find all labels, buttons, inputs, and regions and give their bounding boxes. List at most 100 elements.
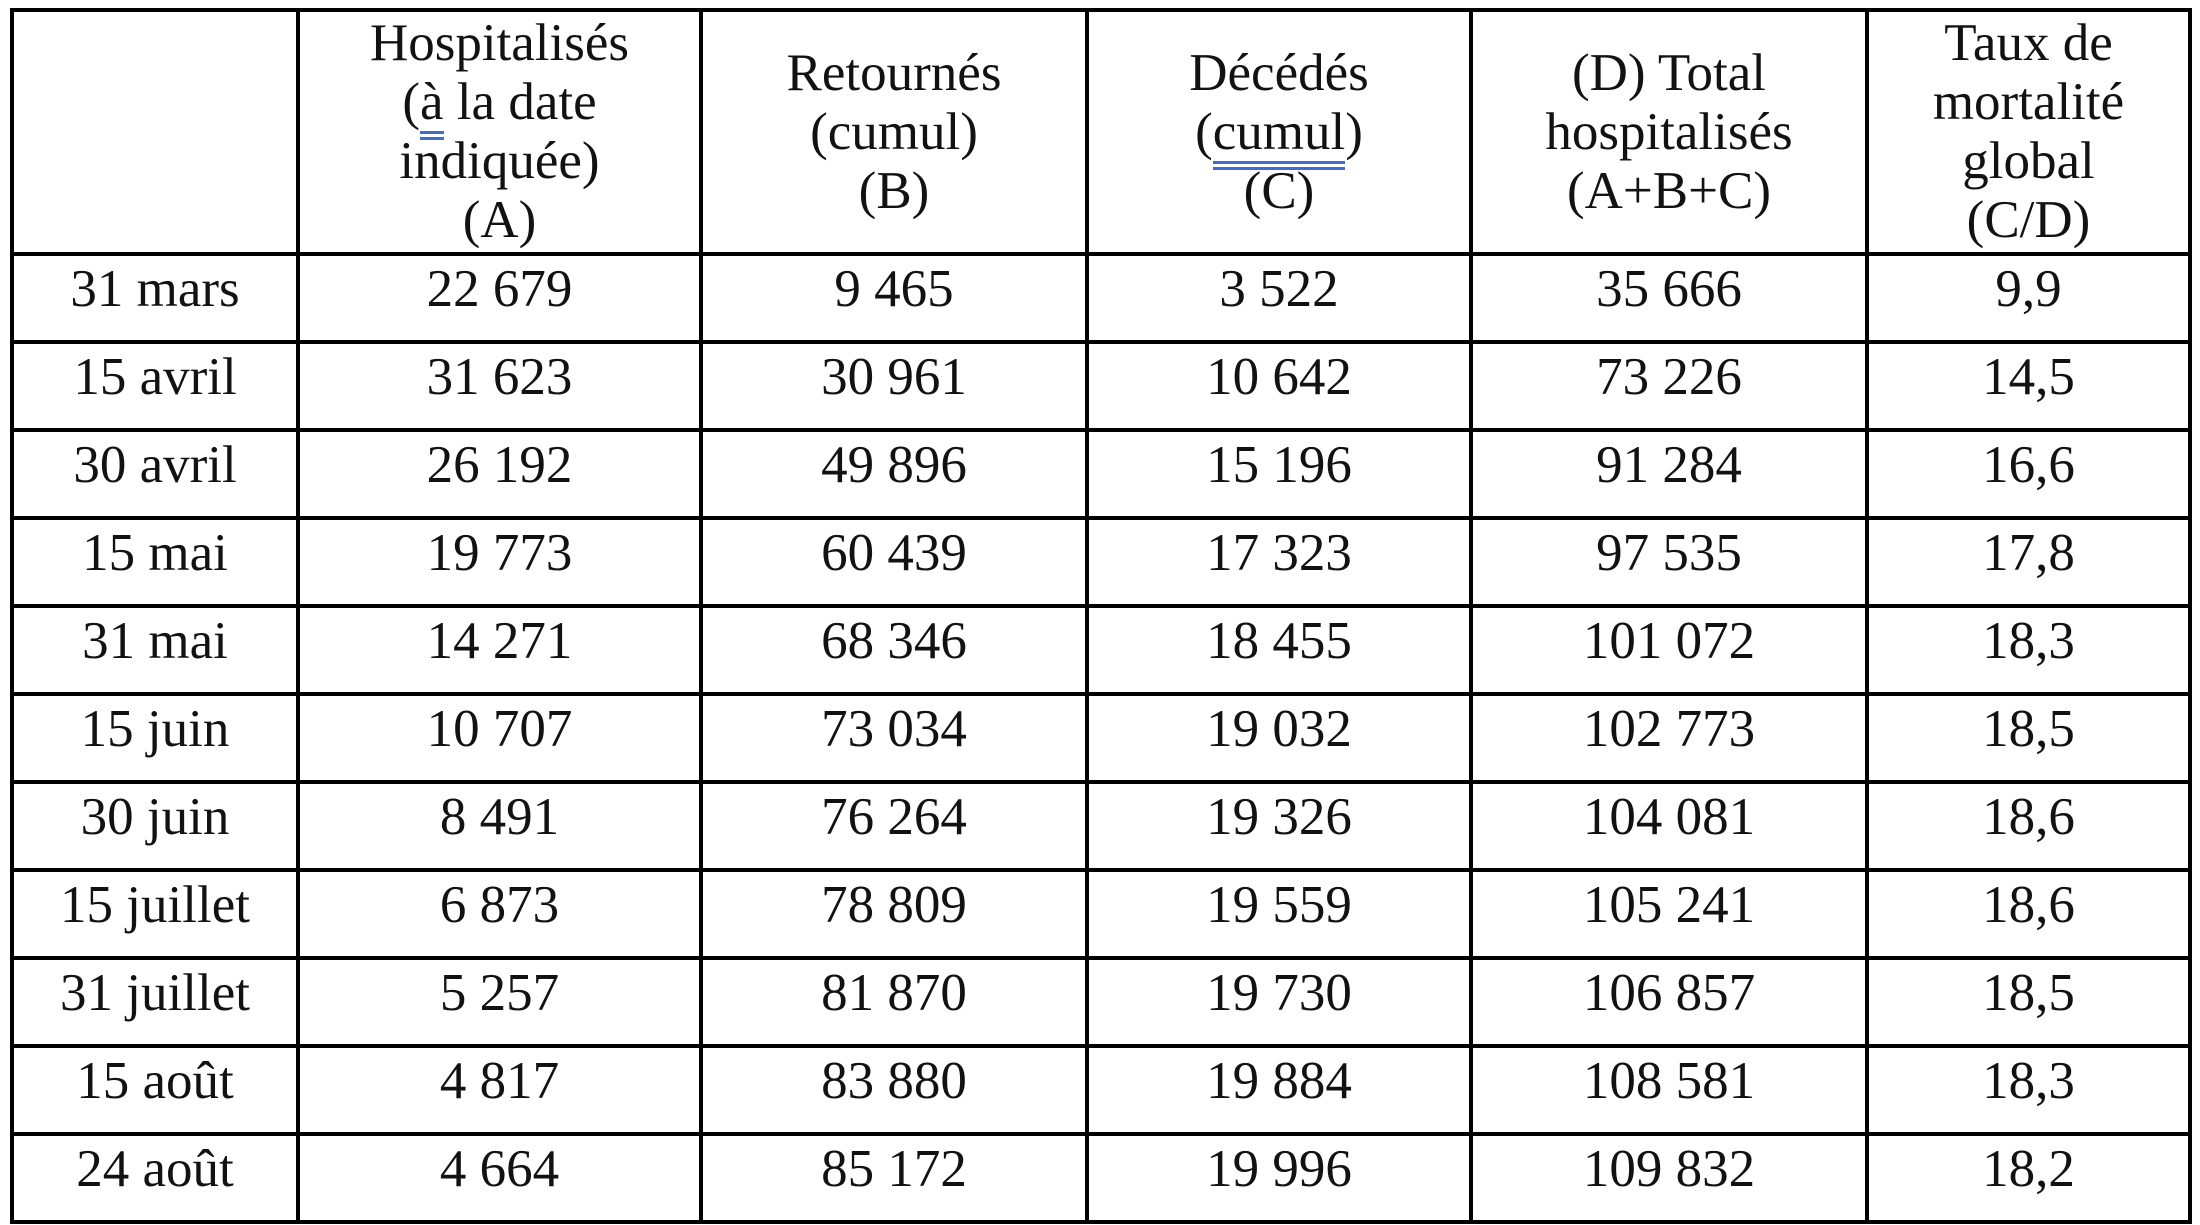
value-cell: 3 522 xyxy=(1085,252,1473,344)
value-cell: 6 873 xyxy=(296,868,703,960)
mortality-stats-table: Hospitalisés (à la date indiquée) (A) Retour… xyxy=(10,8,2192,1224)
header-line: hospitalisés xyxy=(1479,103,1859,162)
header-text: (A+B+C) xyxy=(1566,161,1772,220)
header-line: Décédés xyxy=(1095,44,1463,103)
column-header-decedes-c: Décédés (cumul) (C) xyxy=(1085,8,1473,256)
value-cell: 18,2 xyxy=(1865,1132,2192,1224)
value-cell: 18,5 xyxy=(1865,692,2192,784)
value-cell: 18,6 xyxy=(1865,780,2192,872)
header-text: mortalité xyxy=(1932,73,2125,131)
header-text: Hospitalisés xyxy=(369,14,630,72)
value-cell: 60 439 xyxy=(699,516,1089,608)
header-line: (D) Total xyxy=(1479,44,1859,103)
date-cell: 15 avril xyxy=(10,340,300,432)
value-cell: 108 581 xyxy=(1469,1044,1869,1136)
value-cell: 14,5 xyxy=(1865,340,2192,432)
date-cell: 15 mai xyxy=(10,516,300,608)
header-text: indiquée) xyxy=(399,132,600,190)
header-text: (cumul) xyxy=(810,102,978,161)
value-cell: 18,3 xyxy=(1865,1044,2192,1136)
value-cell: 14 271 xyxy=(296,604,703,696)
value-cell: 19 884 xyxy=(1085,1044,1473,1136)
table-row: 15 août 4 817 83 880 19 884 108 581 18,3 xyxy=(10,1044,2192,1136)
date-cell: 31 mars xyxy=(10,252,300,344)
value-cell: 15 196 xyxy=(1085,428,1473,520)
header-line: (A) xyxy=(306,191,693,250)
column-header-retournes-b: Retournés (cumul) (B) xyxy=(699,8,1089,256)
value-cell: 109 832 xyxy=(1469,1132,1869,1224)
value-cell: 26 192 xyxy=(296,428,703,520)
value-cell: 16,6 xyxy=(1865,428,2192,520)
value-cell: 18,5 xyxy=(1865,956,2192,1048)
table-row: 31 mai 14 271 68 346 18 455 101 072 18,3 xyxy=(10,604,2192,696)
value-cell: 18 455 xyxy=(1085,604,1473,696)
value-cell: 19 773 xyxy=(296,516,703,608)
table-row: 30 juin 8 491 76 264 19 326 104 081 18,6 xyxy=(10,780,2192,872)
value-cell: 101 072 xyxy=(1469,604,1869,696)
value-cell: 31 623 xyxy=(296,340,703,432)
table-head: Hospitalisés (à la date indiquée) (A) Retour… xyxy=(10,8,2192,256)
header-line: (A+B+C) xyxy=(1479,162,1859,221)
date-cell: 31 mai xyxy=(10,604,300,696)
value-cell: 19 326 xyxy=(1085,780,1473,872)
value-cell: 73 034 xyxy=(699,692,1089,784)
table-row: 30 avril 26 192 49 896 15 196 91 284 16,6 xyxy=(10,428,2192,520)
value-cell: 18,3 xyxy=(1865,604,2192,696)
value-cell: 73 226 xyxy=(1469,340,1869,432)
date-cell: 15 juin xyxy=(10,692,300,784)
header-text: (C) xyxy=(1243,161,1315,220)
header-line: (B) xyxy=(709,162,1079,221)
value-cell: 5 257 xyxy=(296,956,703,1048)
value-cell: 78 809 xyxy=(699,868,1089,960)
value-cell: 19 032 xyxy=(1085,692,1473,784)
value-cell: 9,9 xyxy=(1865,252,2192,344)
date-cell: 30 juin xyxy=(10,780,300,872)
date-cell: 15 août xyxy=(10,1044,300,1136)
value-cell: 19 559 xyxy=(1085,868,1473,960)
value-cell: 81 870 xyxy=(699,956,1089,1048)
header-line: (cumul) xyxy=(709,103,1079,162)
header-text: (C/D) xyxy=(1966,191,2091,249)
value-cell: 35 666 xyxy=(1469,252,1869,344)
value-cell: 4 664 xyxy=(296,1132,703,1224)
header-line: indiquée) xyxy=(306,132,693,191)
value-cell: 19 996 xyxy=(1085,1132,1473,1224)
date-cell: 31 juillet xyxy=(10,956,300,1048)
header-text: la date xyxy=(443,73,597,131)
value-cell: 97 535 xyxy=(1469,516,1869,608)
header-text: global xyxy=(1962,132,2095,190)
header-text: ( xyxy=(402,73,421,131)
date-cell: 24 août xyxy=(10,1132,300,1224)
value-cell: 4 817 xyxy=(296,1044,703,1136)
header-line: (cumul) xyxy=(1095,102,1463,170)
column-header-total-hospitalises-d: (D) Total hospitalisés (A+B+C) xyxy=(1469,8,1869,256)
header-text: (B) xyxy=(858,161,930,220)
value-cell: 91 284 xyxy=(1469,428,1869,520)
value-cell: 30 961 xyxy=(699,340,1089,432)
value-cell: 102 773 xyxy=(1469,692,1869,784)
table-body: 31 mars 22 679 9 465 3 522 35 666 9,9 15 avril… xyxy=(10,252,2192,1224)
value-cell: 104 081 xyxy=(1469,780,1869,872)
column-header-taux-mortalite: Taux de mortalité global (C/D) xyxy=(1865,8,2192,256)
value-cell: 85 172 xyxy=(699,1132,1089,1224)
header-text: ( xyxy=(1195,102,1213,161)
value-cell: 18,6 xyxy=(1865,868,2192,960)
grammar-check-underline: à xyxy=(420,73,444,140)
column-header-date xyxy=(10,8,300,256)
header-text: Retournés xyxy=(786,43,1002,102)
value-cell: 17,8 xyxy=(1865,516,2192,608)
value-cell: 22 679 xyxy=(296,252,703,344)
grammar-check-underline: cumul xyxy=(1212,102,1346,170)
value-cell: 19 730 xyxy=(1085,956,1473,1048)
date-cell: 15 juillet xyxy=(10,868,300,960)
table-row: 15 mai 19 773 60 439 17 323 97 535 17,8 xyxy=(10,516,2192,608)
value-cell: 10 707 xyxy=(296,692,703,784)
table-row: 31 juillet 5 257 81 870 19 730 106 857 18,5 xyxy=(10,956,2192,1048)
value-cell: 76 264 xyxy=(699,780,1089,872)
header-line: mortalité xyxy=(1875,73,2182,132)
value-cell: 17 323 xyxy=(1085,516,1473,608)
header-line: (C) xyxy=(1095,162,1463,221)
header-line: global xyxy=(1875,132,2182,191)
table-row: 31 mars 22 679 9 465 3 522 35 666 9,9 xyxy=(10,252,2192,344)
value-cell: 68 346 xyxy=(699,604,1089,696)
